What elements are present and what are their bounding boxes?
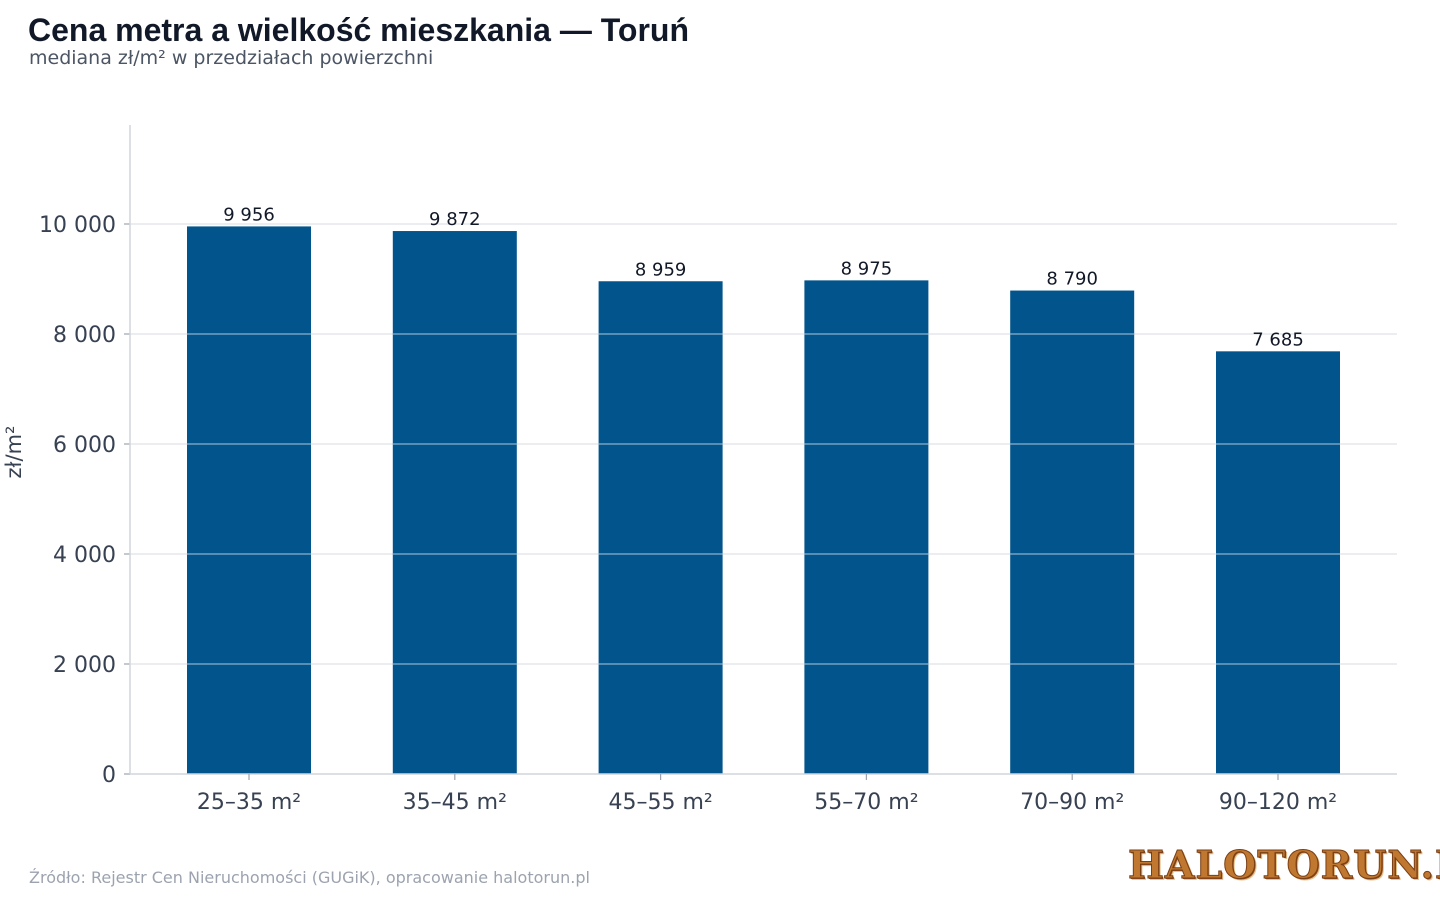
x-tick-label: 25–35 m² (197, 790, 301, 815)
y-tick-label: 8 000 (53, 323, 116, 348)
x-tick-label: 35–45 m² (403, 790, 507, 815)
data-label: 9 956 (223, 204, 275, 225)
x-tick-label: 45–55 m² (608, 790, 712, 815)
data-label: 7 685 (1252, 329, 1304, 350)
source-note: Źródło: Rejestr Cen Nieruchomości (GUGiK… (29, 868, 590, 887)
halotorun-logo[interactable]: HALOTORUN.PL (1127, 842, 1440, 887)
x-tick-label: 70–90 m² (1020, 790, 1124, 815)
y-tick-label: 0 (102, 763, 116, 788)
data-label: 8 959 (635, 259, 687, 280)
chart-subtitle: mediana zł/m² w przedziałach powierzchni (29, 47, 434, 69)
data-label: 9 872 (429, 209, 481, 230)
bar (392, 231, 517, 775)
bars-layer (187, 226, 1340, 775)
y-tick-label: 2 000 (53, 653, 116, 678)
y-tick-label: 6 000 (53, 433, 116, 458)
bar (187, 226, 311, 775)
x-tick-label: 55–70 m² (814, 790, 918, 815)
chart-title: Cena metra a wielkość mieszkania — Toruń (28, 12, 689, 48)
x-tick-label: 90–120 m² (1219, 790, 1337, 815)
axes-layer: 0 2 000 4 000 6 000 8 000 10 000 25–35 m² 35–45… (39, 125, 1397, 815)
bar (804, 280, 929, 774)
labels-layer: 9 956 9 872 8 959 8 975 8 790 7 685 (187, 204, 1340, 665)
grid-layer (130, 223, 1397, 665)
data-label: 8 975 (841, 258, 893, 279)
y-axis-label: zł/m² (2, 426, 26, 479)
bar (598, 281, 723, 774)
y-tick-label: 10 000 (39, 213, 116, 238)
data-label: 8 790 (1046, 269, 1098, 290)
bar (1010, 290, 1135, 774)
bar (1216, 351, 1340, 774)
y-tick-label: 4 000 (53, 543, 116, 568)
